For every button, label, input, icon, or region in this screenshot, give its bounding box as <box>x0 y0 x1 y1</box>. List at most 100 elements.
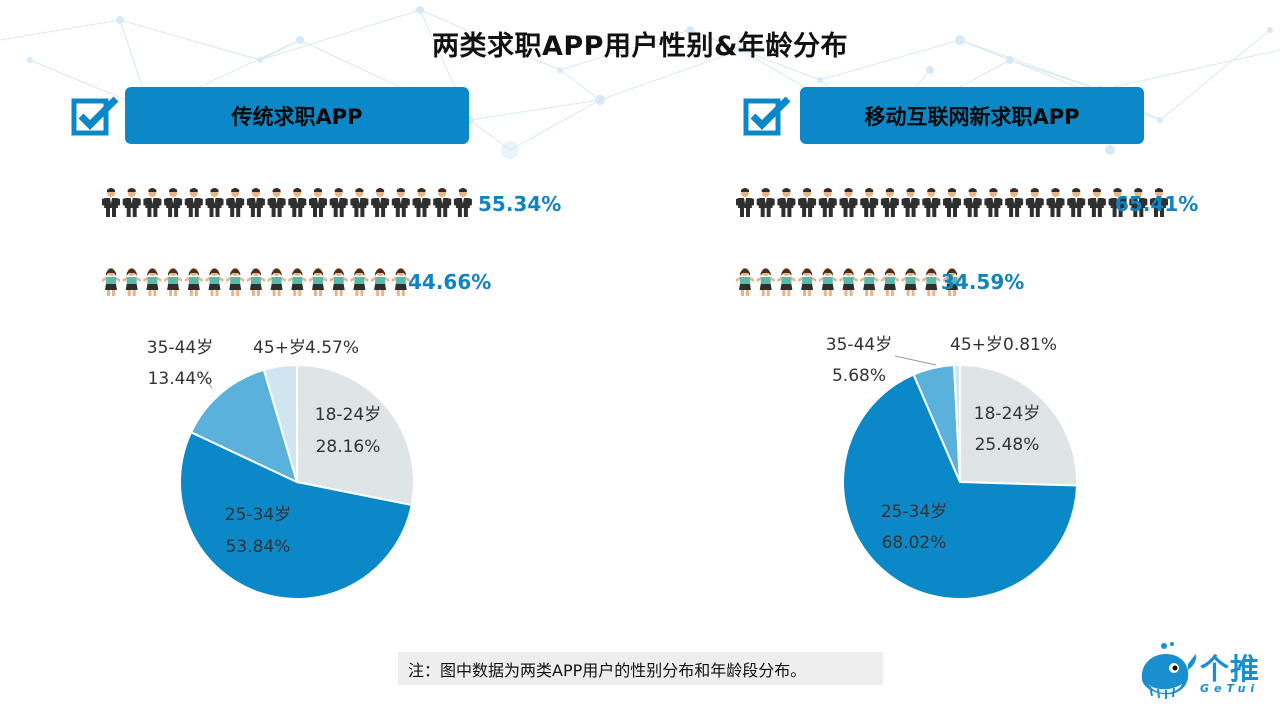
male-percentage: 55.34% <box>478 192 562 216</box>
female-person-icon <box>943 268 961 296</box>
footnote: 注：图中数据为两类APP用户的性别分布和年龄段分布。 <box>398 652 883 685</box>
pie-slice-35-44岁 <box>189 368 299 484</box>
female-person-icon <box>164 268 183 296</box>
panel-heading-traditional: 传统求职APP <box>125 87 469 144</box>
female-person-icon <box>391 268 410 296</box>
slice-value: 5.68% <box>832 366 886 386</box>
slice-label: 25-34岁 <box>225 505 291 525</box>
female-person-icon <box>288 268 307 296</box>
male-percentage: 65.41% <box>1115 192 1199 216</box>
female-person-icon <box>329 268 348 296</box>
leader-line <box>199 371 213 389</box>
pie-slice-45+岁 <box>953 363 961 483</box>
slice-value: 25.48% <box>975 435 1040 455</box>
logo-sub: GeTui <box>1200 682 1260 695</box>
female-person-icon <box>184 268 203 296</box>
male-person-icon <box>860 188 879 217</box>
female-person-icon <box>901 268 920 296</box>
female-percentage: 34.59% <box>941 270 1025 294</box>
slice-label: 18-24岁 <box>315 405 381 425</box>
male-person-icon <box>122 188 141 217</box>
male-person-icon <box>984 188 1003 217</box>
male-person-icon <box>839 188 858 217</box>
male-person-icon <box>226 188 245 217</box>
getui-whale-logo-icon <box>1141 642 1197 699</box>
male-person-icon <box>350 188 369 217</box>
male-person-icon <box>246 188 265 217</box>
panel-heading-label: 移动互联网新求职APP <box>864 104 1080 129</box>
male-person-icon <box>412 188 431 217</box>
male-person-icon <box>1129 188 1148 217</box>
female-person-icon <box>818 268 837 296</box>
male-person-icon <box>288 188 307 217</box>
male-person-icon <box>309 188 327 217</box>
female-person-icon <box>122 268 141 296</box>
male-person-icon <box>205 188 224 217</box>
slice-label: 35-44岁 <box>826 335 892 355</box>
male-person-icon <box>267 188 286 217</box>
male-person-icon <box>329 188 348 217</box>
male-person-icon <box>880 188 899 217</box>
male-person-icon <box>922 188 941 217</box>
male-person-icon <box>371 188 390 217</box>
pie-chart: 18-24岁 25.48% 25-34岁 68.02% 35-44岁 5.68% 45+岁 0… <box>826 335 1078 600</box>
male-person-icon <box>391 188 410 217</box>
female-person-icon <box>350 268 369 296</box>
male-person-icon <box>943 188 961 217</box>
female-person-icon <box>143 268 162 296</box>
male-person-icon <box>1108 188 1127 217</box>
leader-line <box>894 355 937 366</box>
pie-chart: 18-24岁 28.16% 25-34岁 53.84% 35-44岁 13.44% 45+岁… <box>147 338 415 600</box>
pie-slice-18-24岁 <box>959 363 1078 487</box>
female-person-icon <box>205 268 224 296</box>
age-pie-charts: 18-24岁 28.16% 25-34岁 53.84% 35-44岁 13.44% 45+岁… <box>147 335 1078 600</box>
gender-icon-rows <box>102 188 1168 296</box>
female-person-icon <box>267 268 286 296</box>
slice-label: 45+岁 <box>253 338 306 358</box>
slice-label: 25-34岁 <box>881 502 947 522</box>
panel-heading-label: 传统求职APP <box>231 104 363 129</box>
slice-label: 45+岁 <box>950 335 1003 355</box>
female-person-icon <box>736 268 754 296</box>
male-person-icon <box>1005 188 1024 217</box>
female-person-icon <box>756 268 775 296</box>
male-person-icon <box>102 188 120 217</box>
pie-slice-45+岁 <box>262 363 298 483</box>
male-person-icon <box>143 188 162 217</box>
female-person-icon <box>246 268 265 296</box>
checkbox-icon <box>71 96 119 136</box>
male-person-icon <box>756 188 775 217</box>
male-person-icon <box>1067 188 1086 217</box>
female-person-icon <box>102 268 120 296</box>
female-person-icon <box>309 268 327 296</box>
pie-slice-25-34岁 <box>842 373 1078 600</box>
slice-label: 35-44岁 <box>147 338 213 358</box>
female-person-icon <box>860 268 879 296</box>
female-person-icon <box>226 268 245 296</box>
female-person-icon <box>777 268 796 296</box>
slice-value: 68.02% <box>882 533 947 553</box>
page-title: 两类求职APP用户性别&年龄分布 <box>431 31 849 62</box>
female-person-icon <box>922 268 941 296</box>
female-person-icon <box>371 268 390 296</box>
male-person-icon <box>777 188 796 217</box>
female-person-icon <box>839 268 858 296</box>
male-person-icon <box>1150 188 1168 217</box>
female-percentage: 44.66% <box>408 270 492 294</box>
panel-heading-mobile: 移动互联网新求职APP <box>800 87 1144 144</box>
male-person-icon <box>736 188 754 217</box>
male-person-icon <box>164 188 183 217</box>
female-person-icon <box>880 268 899 296</box>
pie-slice-18-24岁 <box>296 363 415 507</box>
male-person-icon <box>1025 188 1044 217</box>
male-person-icon <box>433 188 452 217</box>
male-person-icon <box>184 188 203 217</box>
male-person-icon <box>1046 188 1065 217</box>
slice-label: 18-24岁 <box>974 404 1040 424</box>
male-person-icon <box>901 188 920 217</box>
checkbox-icon <box>743 96 791 136</box>
slice-value: 28.16% <box>316 437 381 457</box>
male-person-icon <box>818 188 837 217</box>
pie-slice-25-34岁 <box>179 430 413 600</box>
slice-value: 53.84% <box>226 537 291 557</box>
